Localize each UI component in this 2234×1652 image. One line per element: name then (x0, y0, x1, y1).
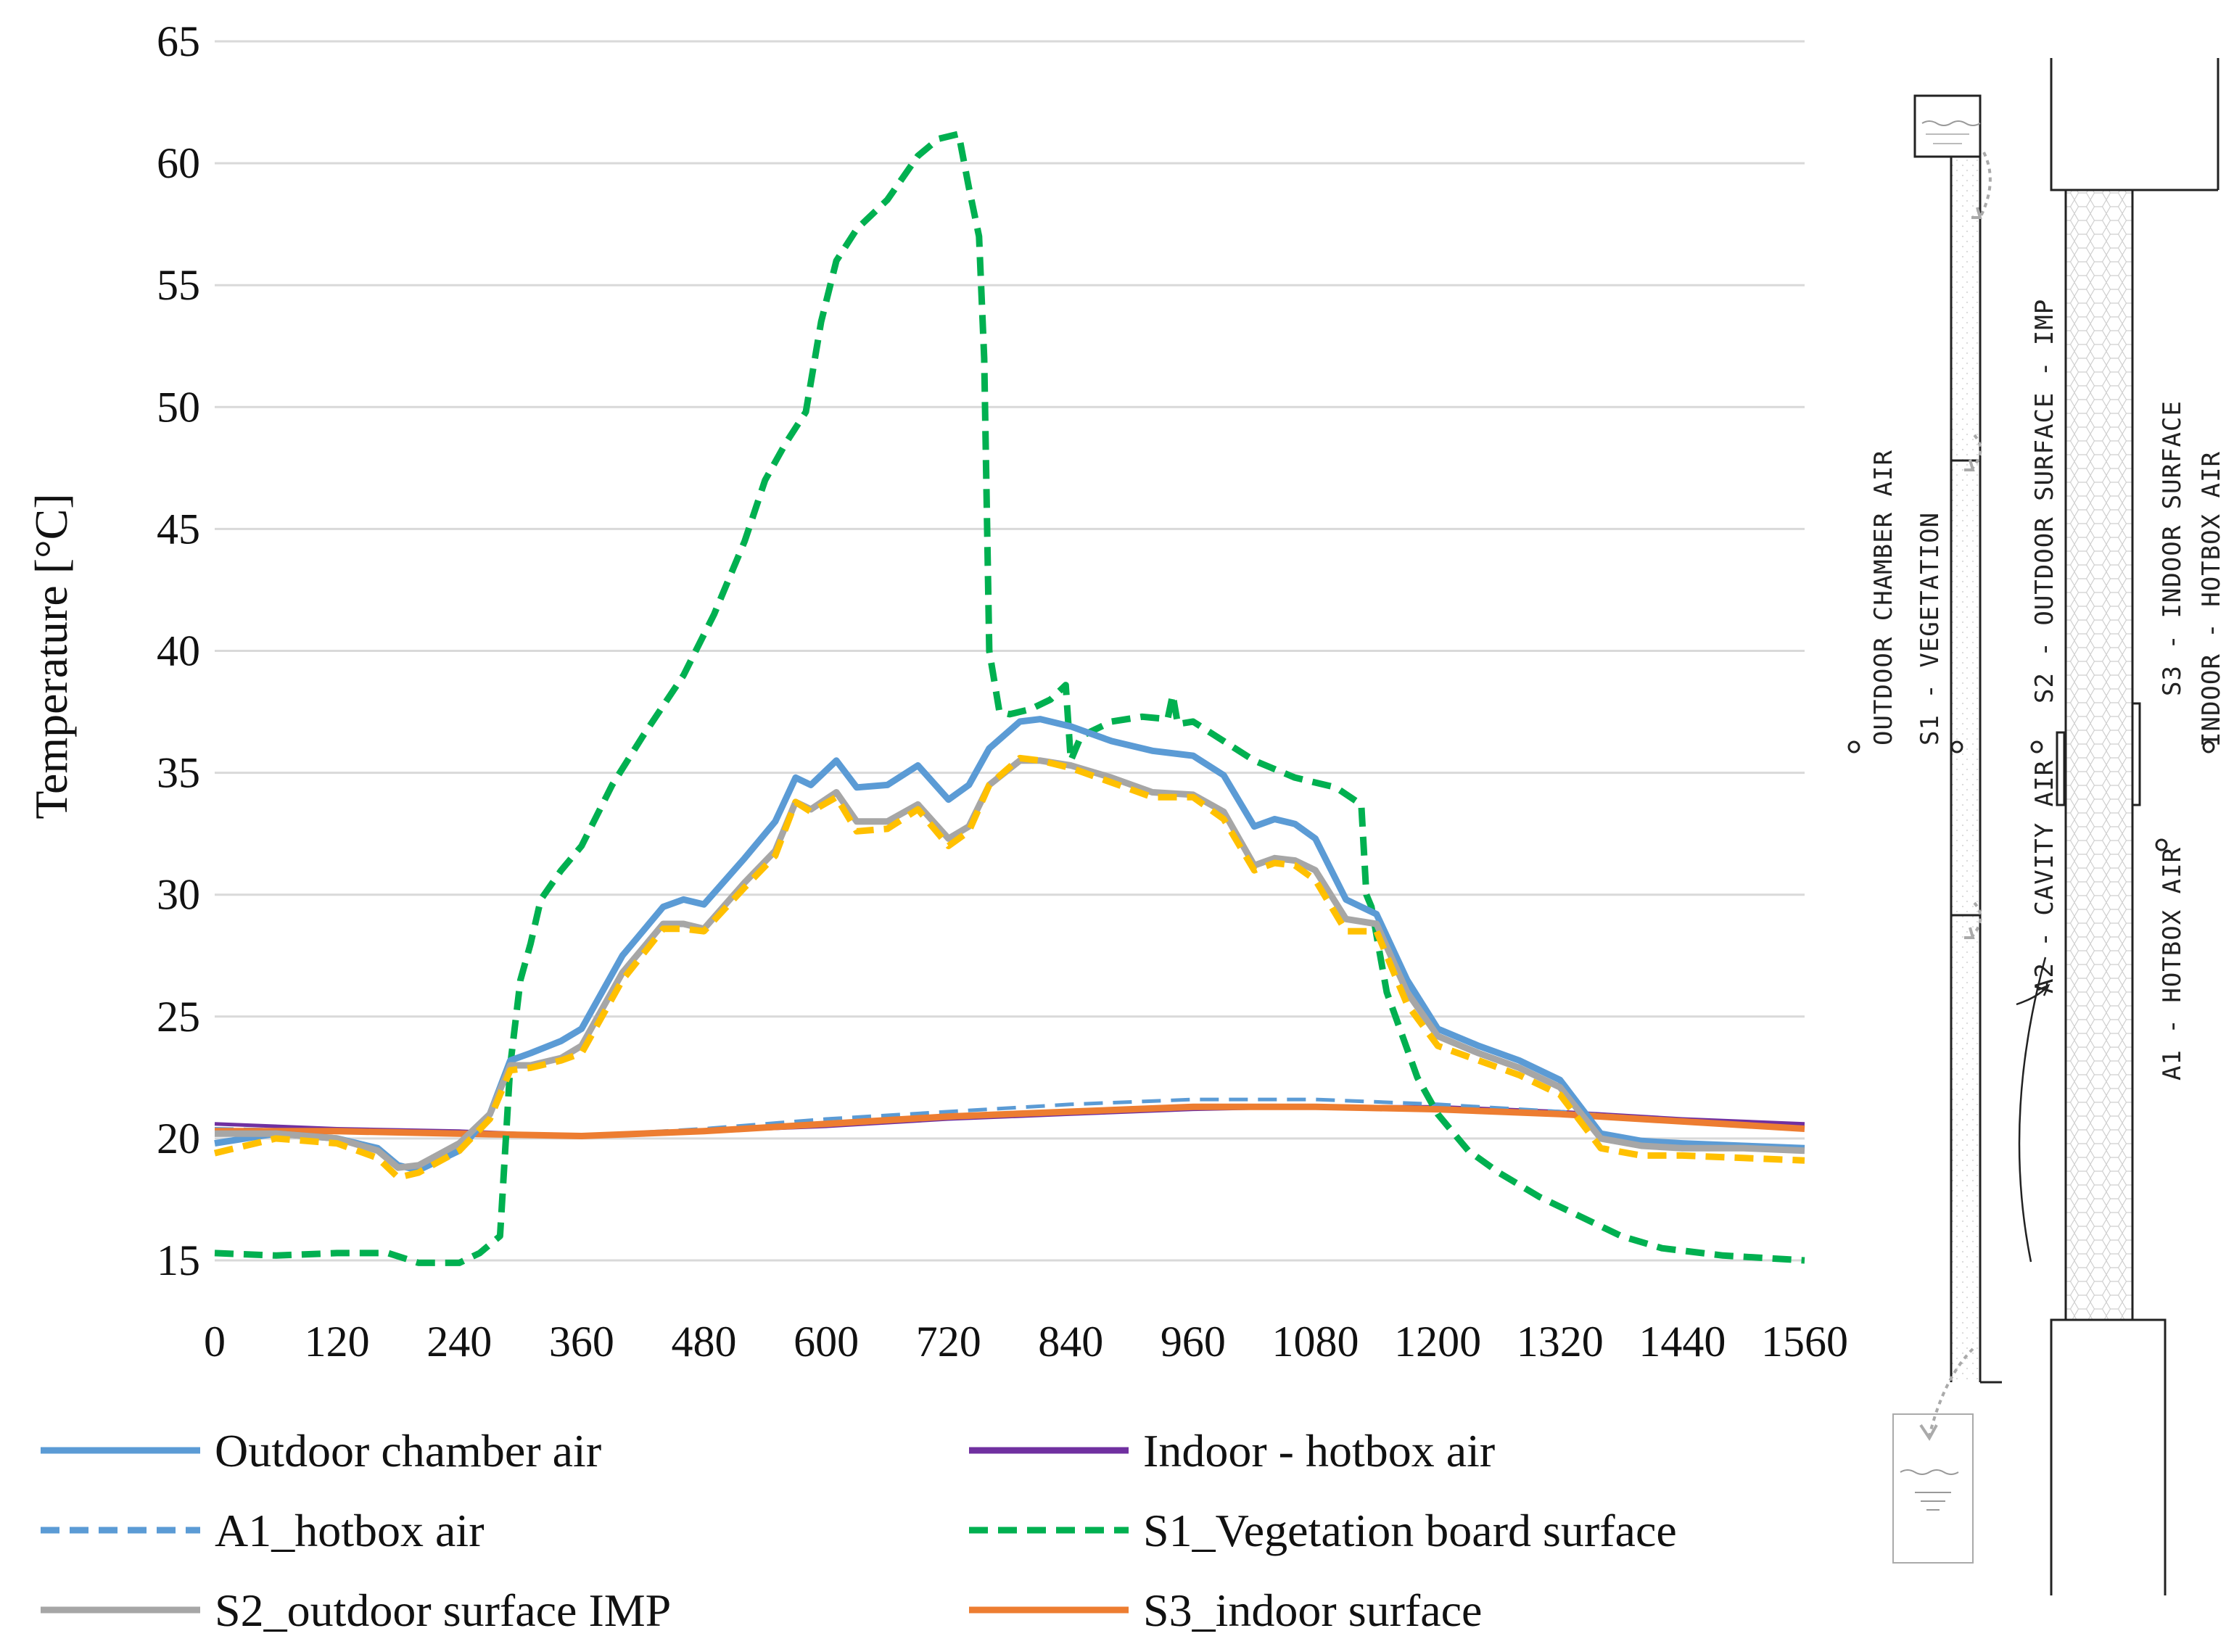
series-layer (213, 131, 1805, 1266)
y-tick-label: 25 (157, 993, 200, 1041)
gridlines (215, 40, 1805, 1262)
legend-label: S3_indoor surface (1143, 1585, 1482, 1636)
x-tick-label: 120 (305, 1318, 370, 1366)
x-tick-label: 600 (794, 1318, 859, 1366)
x-tick-label: 240 (426, 1318, 492, 1366)
label-s3-indoor-surface: S3 - INDOOR SURFACE (2158, 400, 2187, 696)
y-axis-ticks: 15 20 25 30 35 40 45 50 55 60 65 (157, 17, 200, 1284)
sensor-points (1847, 740, 2215, 851)
water-flow-arrows (1928, 152, 1992, 1437)
x-tick-label: 720 (916, 1318, 981, 1366)
legend-label: Indoor - hotbox air (1143, 1425, 1495, 1477)
plot-area: 15 20 25 30 35 40 45 50 55 60 65 0 120 240 360 480 600 7… (25, 17, 1848, 1366)
x-tick-label: 840 (1038, 1318, 1103, 1366)
x-tick-label: 1440 (1639, 1318, 1726, 1366)
vegetation-board (1915, 155, 2002, 1384)
legend-label: S1_Vegetation board surface (1143, 1505, 1677, 1556)
legend-item: S1_Vegetation board surface (969, 1505, 1677, 1556)
legend-item: A1_hotbox air (41, 1505, 485, 1556)
water-flow-arrowheads (1919, 207, 1982, 1441)
y-tick-label: 45 (157, 505, 200, 553)
insulated-wall-panel (2050, 58, 2219, 1595)
x-tick-label: 0 (204, 1318, 226, 1366)
legend-label: Outdoor chamber air (215, 1425, 601, 1477)
x-tick-label: 360 (549, 1318, 614, 1366)
sensor-outdoor-chamber-air (1847, 740, 1860, 753)
sensor-s1-vegetation (1950, 740, 1963, 753)
x-tick-label: 1200 (1394, 1318, 1481, 1366)
y-tick-label: 30 (157, 871, 200, 919)
x-axis-ticks: 0 120 240 360 480 600 720 840 960 1080 1200 1320 144… (204, 1318, 1848, 1366)
legend-label: S2_outdoor surface IMP (215, 1585, 671, 1636)
label-outdoor-chamber-air: OUTDOOR CHAMBER AIR (1869, 450, 1898, 746)
series-line-outdoor-chamber-air (214, 716, 1805, 1174)
y-tick-label: 65 (157, 17, 200, 65)
x-tick-label: 480 (671, 1318, 736, 1366)
x-tick-label: 1320 (1517, 1318, 1604, 1366)
label-a1-hotbox-air: A1 - HOTBOX AIR (2158, 847, 2187, 1081)
label-indoor-hotbox-air: INDOOR - HOTBOX AIR (2197, 451, 2226, 747)
y-tick-label: 40 (157, 627, 200, 675)
legend-item: S2_outdoor surface IMP (41, 1585, 671, 1636)
legend-label: A1_hotbox air (215, 1505, 485, 1556)
legend-item: Indoor - hotbox air (969, 1425, 1495, 1477)
y-axis-title: Temperature [°C] (25, 493, 77, 819)
label-s1-vegetation: S1 - VEGETATION (1916, 512, 1945, 746)
legend: Outdoor chamber air Indoor - hotbox air A1… (41, 1425, 1677, 1636)
y-tick-label: 20 (157, 1115, 200, 1162)
legend-item: Outdoor chamber air (41, 1425, 601, 1477)
y-tick-label: 15 (157, 1236, 200, 1284)
series-line-s2-outdoor-surface-imp (215, 757, 1805, 1171)
y-tick-label: 35 (157, 749, 200, 797)
y-tick-label: 55 (157, 261, 200, 309)
label-a2-cavity-air: A2 - CAVITY AIR (2030, 760, 2059, 994)
bottom-water-collector-icon (1892, 1413, 1974, 1564)
cavity-airflow-arrow (2016, 957, 2050, 1263)
x-tick-label: 1080 (1272, 1318, 1359, 1366)
label-s2-outdoor-surface: S2 - OUTDOOR SURFACE - IMP (2030, 299, 2059, 703)
y-tick-label: 60 (157, 139, 200, 187)
sensor-indoor-hotbox-air (2202, 740, 2215, 753)
x-tick-label: 960 (1161, 1318, 1226, 1366)
series-line-yellow-overlay-s2-dashed (213, 754, 1805, 1181)
x-tick-label: 1560 (1761, 1318, 1848, 1366)
y-tick-label: 50 (157, 383, 200, 431)
top-water-tray-icon (1913, 94, 1982, 158)
wall-section-diagram: OUTDOOR CHAMBER AIR S1 - VEGETATION S2 -… (1847, 58, 2226, 1595)
sensor-a2-cavity-air (2030, 740, 2043, 753)
sensor-a1-hotbox-air (2155, 838, 2168, 851)
legend-item: S3_indoor surface (969, 1585, 1482, 1636)
series-line-s3-indoor-surface (215, 1103, 1805, 1139)
